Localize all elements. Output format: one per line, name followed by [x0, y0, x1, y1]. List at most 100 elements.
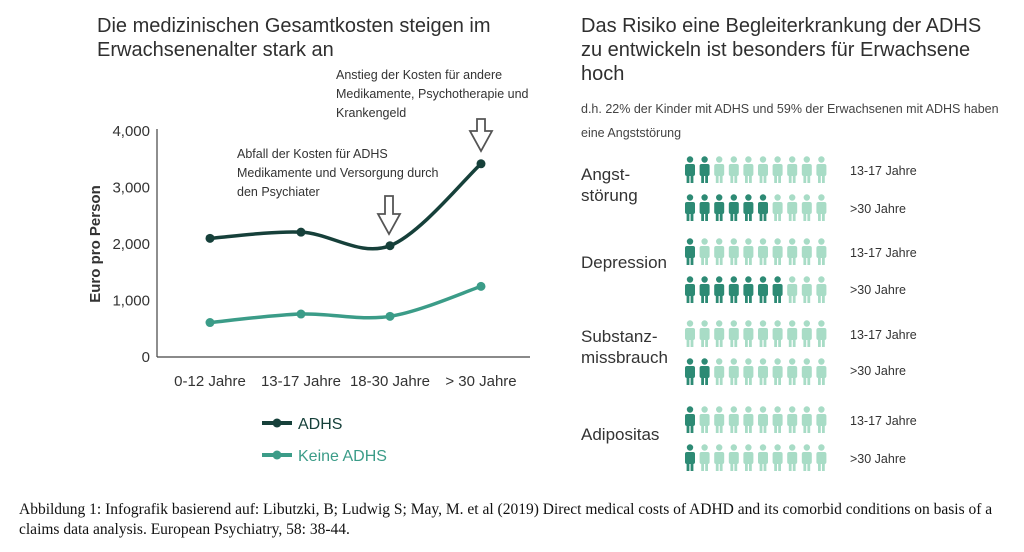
person-icon — [699, 406, 710, 433]
person-icon — [801, 238, 812, 265]
person-icon — [772, 276, 783, 303]
person-icon — [816, 320, 827, 347]
data-point — [205, 233, 215, 243]
x-tick-label: > 30 Jahre — [445, 373, 516, 390]
person-icon — [772, 358, 783, 385]
y-tick-label: 3,000 — [112, 180, 150, 197]
person-icon — [816, 276, 827, 303]
person-icon — [743, 276, 754, 303]
person-icon — [728, 320, 739, 347]
person-icon — [758, 276, 768, 303]
person-icon — [787, 156, 798, 183]
person-icon — [743, 358, 754, 385]
person-icon — [743, 238, 754, 265]
age-label: >30 Jahre — [850, 452, 906, 466]
person-icon — [787, 444, 798, 471]
legend-marker — [272, 450, 282, 460]
person-icon — [801, 444, 812, 471]
series-lines — [205, 159, 486, 328]
person-icon — [801, 194, 812, 221]
person-icon — [772, 156, 783, 183]
legend-label: Keine ADHS — [298, 448, 387, 465]
person-icon — [758, 156, 768, 183]
person-icon — [787, 320, 798, 347]
person-icon — [801, 156, 812, 183]
person-icon — [743, 194, 754, 221]
person-icon — [685, 358, 695, 385]
person-icon — [758, 444, 768, 471]
person-icon — [816, 358, 827, 385]
person-icon — [728, 276, 739, 303]
data-point — [476, 159, 486, 169]
person-icon — [787, 238, 798, 265]
person-icon — [728, 444, 739, 471]
person-icon — [801, 320, 812, 347]
person-icon — [714, 358, 725, 385]
person-icon — [714, 156, 725, 183]
person-icon — [714, 276, 725, 303]
down-arrow-icon — [468, 118, 494, 153]
data-point — [205, 318, 215, 328]
person-icon — [685, 406, 695, 433]
legend-label: ADHS — [298, 416, 342, 433]
person-icon — [685, 276, 695, 303]
data-point — [476, 281, 486, 291]
annotation-cost-drop: Abfall der Kosten für ADHS Medikamente u… — [237, 147, 439, 199]
person-icon — [714, 238, 725, 265]
x-tick-label: 18-30 Jahre — [350, 373, 430, 390]
person-icon — [699, 194, 710, 221]
person-icon — [728, 358, 739, 385]
data-point — [296, 227, 306, 237]
person-icon — [801, 276, 812, 303]
age-label: >30 Jahre — [850, 364, 906, 378]
person-icon — [699, 276, 710, 303]
person-icon — [816, 406, 827, 433]
pictogram-grid — [685, 156, 827, 471]
tick-labels: 0 1,000 2,000 3,000 4,000 0-12 Jahre 13-17 Jah… — [87, 123, 517, 390]
person-icon — [816, 156, 827, 183]
x-tick-label: 0-12 Jahre — [174, 373, 246, 390]
annotation-cost-rise: Anstieg der Kosten für andere Medikament… — [336, 68, 529, 120]
age-label: 13-17 Jahre — [850, 328, 917, 342]
row-label-angststoerung: Angst- störung — [581, 165, 638, 205]
legend: ADHS Keine ADHS — [262, 416, 387, 465]
person-icon — [758, 238, 768, 265]
person-icon — [714, 406, 725, 433]
person-icon — [685, 320, 695, 347]
y-tick-label: 2,000 — [112, 236, 150, 253]
person-icon — [772, 194, 783, 221]
person-icon — [816, 444, 827, 471]
person-icon — [699, 156, 710, 183]
person-icon — [685, 238, 695, 265]
person-icon — [801, 358, 812, 385]
person-icon — [699, 358, 710, 385]
person-icon — [801, 406, 812, 433]
person-icon — [772, 406, 783, 433]
series-line — [209, 284, 482, 325]
y-tick-label: 0 — [142, 349, 150, 366]
data-point — [385, 311, 395, 321]
person-icon — [772, 238, 783, 265]
person-icon — [787, 358, 798, 385]
person-icon — [728, 238, 739, 265]
annotation-arrows — [376, 118, 494, 236]
age-label: >30 Jahre — [850, 283, 906, 297]
person-icon — [699, 238, 710, 265]
person-icon — [743, 444, 754, 471]
person-icon — [787, 276, 798, 303]
series-line — [209, 162, 483, 251]
y-tick-label: 1,000 — [112, 293, 150, 310]
age-label: 13-17 Jahre — [850, 164, 917, 178]
row-label-adipositas: Adipositas — [581, 425, 660, 444]
age-label: 13-17 Jahre — [850, 414, 917, 428]
right-panel-subtitle: d.h. 22% der Kinder mit ADHS und 59% der… — [581, 102, 999, 140]
row-label-depression: Depression — [581, 253, 667, 272]
person-icon — [714, 194, 725, 221]
person-icon — [743, 406, 754, 433]
y-axis-label: Euro pro Person — [87, 185, 104, 303]
x-tick-label: 13-17 Jahre — [261, 373, 341, 390]
person-icon — [816, 194, 827, 221]
person-icon — [728, 194, 739, 221]
person-icon — [685, 156, 695, 183]
age-label: 13-17 Jahre — [850, 246, 917, 260]
